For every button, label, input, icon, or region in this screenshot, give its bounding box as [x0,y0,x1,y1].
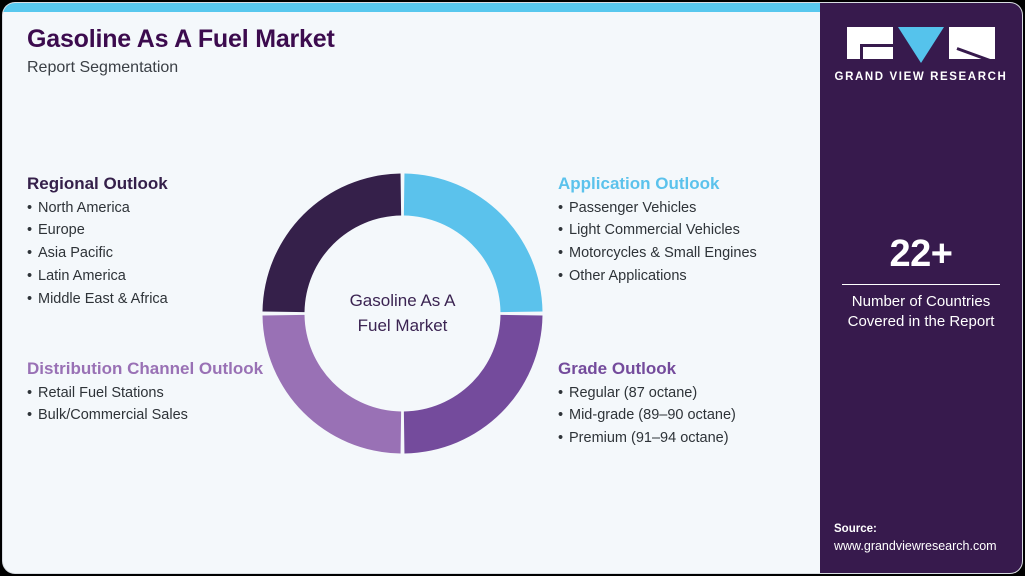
stat-label-line-2: Covered in the Report [847,313,995,331]
list-item: Regular (87 octane) [558,382,858,405]
source-url[interactable]: www.grandviewresearch.com [834,539,997,554]
list-item: Retail Fuel Stations [27,382,277,405]
regional-outlook-list: North America Europe Asia Pacific Latin … [27,197,287,311]
list-item: Bulk/Commercial Sales [27,404,277,427]
list-item: Light Commercial Vehicles [558,219,858,242]
list-item: Other Applications [558,265,858,288]
application-outlook-block: Application Outlook Passenger Vehicles L… [558,174,858,288]
donut-svg [262,173,543,454]
list-item: Asia Pacific [27,242,287,265]
countries-stat: 22+ Number of Countries Covered in the R… [820,233,1022,333]
source-footer: Source: www.grandviewresearch.com [834,521,1022,555]
regional-outlook-block: Regional Outlook North America Europe As… [27,174,287,310]
top-accent-bar [3,3,820,12]
distribution-channel-outlook-title: Distribution Channel Outlook [27,359,264,378]
donut-segment-regional [262,173,402,313]
application-outlook-title: Application Outlook [558,174,720,193]
grade-outlook-block: Grade Outlook Regular (87 octane) Mid-gr… [558,359,858,450]
stat-label: Number of Countries Covered in the Repor… [820,292,1022,333]
stat-value: 22+ [889,233,953,275]
logo-r-icon [949,27,995,59]
regional-outlook-title: Regional Outlook [27,174,168,193]
logo-wordmark: GRAND VIEW RESEARCH [834,71,1008,83]
donut-segment-distribution [262,314,402,454]
stat-label-line-1: Number of Countries [851,292,991,310]
donut-segment-application [403,173,543,313]
stat-divider [842,283,1000,285]
list-item: Motorcycles & Small Engines [558,242,858,265]
infographic-card: Gasoline As A Fuel Market Report Segment… [3,3,1022,573]
header: Gasoline As A Fuel Market Report Segment… [27,25,727,77]
distribution-channel-outlook-list: Retail Fuel Stations Bulk/Commercial Sal… [27,382,277,428]
source-title: Source: [834,522,877,535]
list-item: North America [27,197,287,220]
grand-view-research-logo: GRAND VIEW RESEARCH [820,27,1022,83]
list-item: Premium (91–94 octane) [558,427,858,450]
donut-segment-grade [403,314,543,454]
list-item: Passenger Vehicles [558,197,858,220]
list-item: Latin America [27,265,287,288]
logo-g-icon [847,27,893,59]
segmentation-donut-chart: Gasoline As A Fuel Market [262,173,543,454]
distribution-channel-outlook-block: Distribution Channel Outlook Retail Fuel… [27,359,277,427]
side-panel: GRAND VIEW RESEARCH 22+ Number of Countr… [820,3,1022,573]
page-subtitle: Report Segmentation [27,58,179,76]
list-item: Middle East & Africa [27,288,287,311]
logo-marks [847,27,995,63]
logo-v-triangle-icon [898,27,944,63]
list-item: Mid-grade (89–90 octane) [558,404,858,427]
page-title: Gasoline As A Fuel Market [27,25,335,53]
application-outlook-list: Passenger Vehicles Light Commercial Vehi… [558,197,858,288]
grade-outlook-list: Regular (87 octane) Mid-grade (89–90 oct… [558,382,858,450]
grade-outlook-title: Grade Outlook [558,359,677,378]
list-item: Europe [27,219,287,242]
